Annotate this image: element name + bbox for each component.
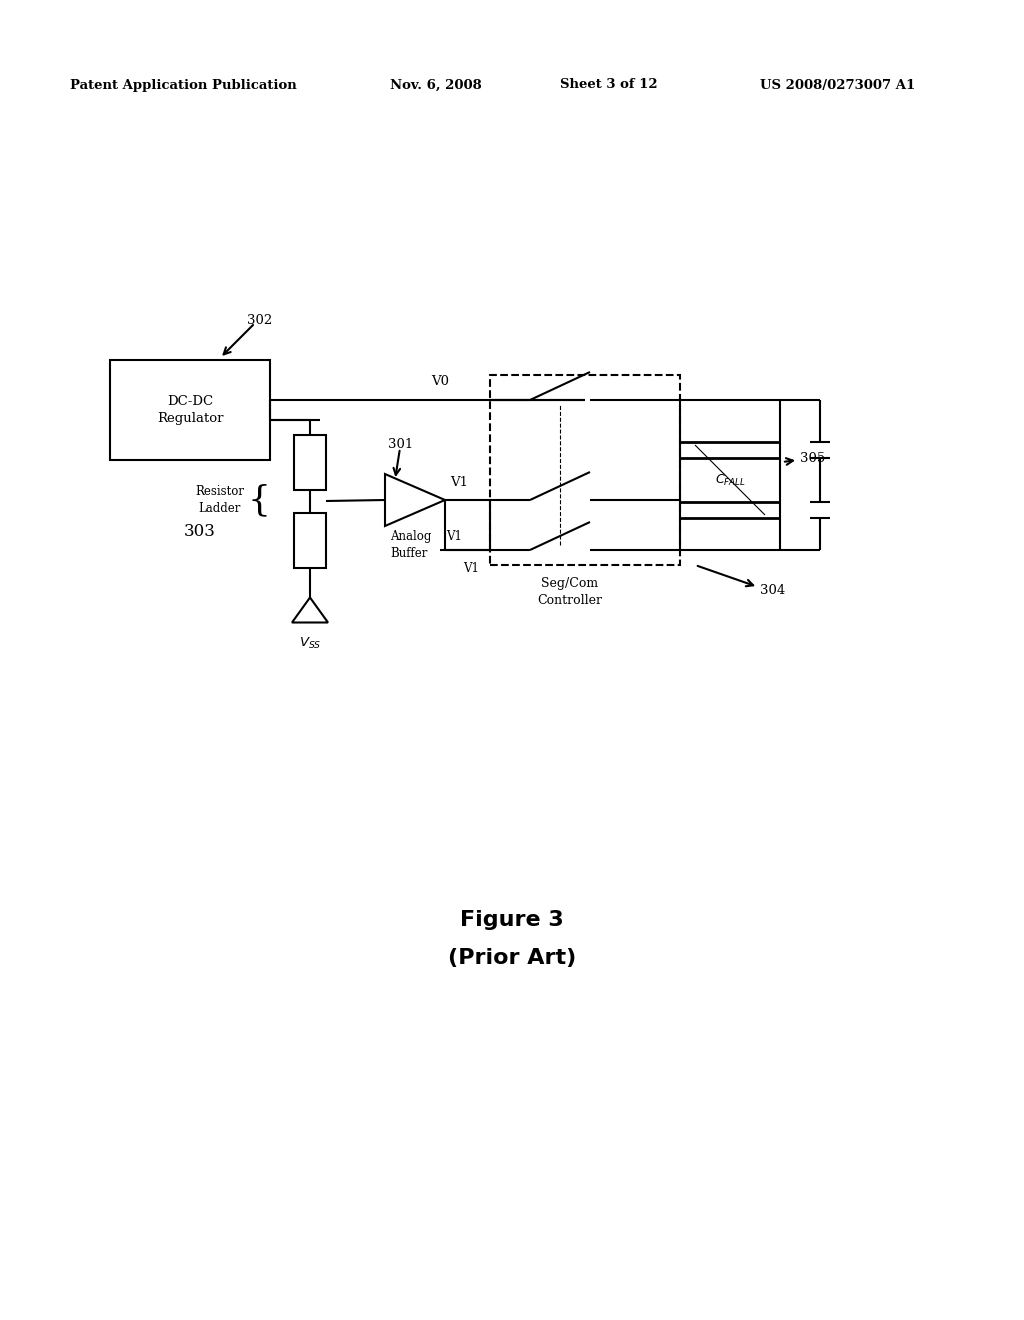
Text: DC-DC
Regulator: DC-DC Regulator xyxy=(157,395,223,425)
Text: V0: V0 xyxy=(431,375,449,388)
Text: 303: 303 xyxy=(184,524,216,540)
Text: V1: V1 xyxy=(463,562,479,576)
Text: 302: 302 xyxy=(248,314,272,326)
Text: V1: V1 xyxy=(450,475,468,488)
Bar xyxy=(490,375,680,565)
Bar xyxy=(294,434,326,490)
Text: Seg/Com
Controller: Seg/Com Controller xyxy=(538,577,602,607)
Text: Sheet 3 of 12: Sheet 3 of 12 xyxy=(560,78,657,91)
Text: 305: 305 xyxy=(800,451,825,465)
Bar xyxy=(294,512,326,568)
Text: $C_{FALL}$: $C_{FALL}$ xyxy=(715,473,745,487)
Text: $V_{SS}$: $V_{SS}$ xyxy=(299,635,322,651)
Text: Figure 3: Figure 3 xyxy=(460,909,564,931)
Text: US 2008/0273007 A1: US 2008/0273007 A1 xyxy=(760,78,915,91)
Text: {: { xyxy=(248,483,271,517)
Text: V1: V1 xyxy=(446,531,462,543)
Text: Nov. 6, 2008: Nov. 6, 2008 xyxy=(390,78,481,91)
Text: 304: 304 xyxy=(760,583,785,597)
Text: Patent Application Publication: Patent Application Publication xyxy=(70,78,297,91)
Text: (Prior Art): (Prior Art) xyxy=(447,948,577,968)
Text: 301: 301 xyxy=(388,438,414,451)
Bar xyxy=(110,360,270,459)
Text: Analog
Buffer: Analog Buffer xyxy=(390,531,431,560)
Text: Resistor
Ladder: Resistor Ladder xyxy=(196,484,245,515)
